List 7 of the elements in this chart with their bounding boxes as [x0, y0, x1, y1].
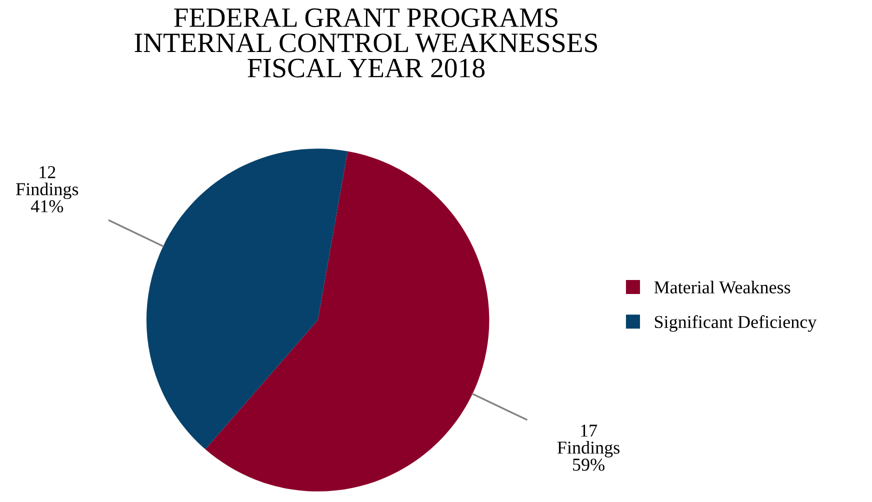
data-label: 12 Findings 41%	[16, 166, 78, 212]
chart-title: FEDERAL GRANT PROGRAMS INTERNAL CONTROL WEAKNESSES FISCAL YEAR 2018	[134, 8, 598, 78]
pie-slice	[146, 148, 348, 450]
legend-label: Significant Deficiency	[654, 315, 817, 332]
data-label: 17 Findings 59%	[557, 424, 620, 471]
legend-label: Material Weakness	[654, 280, 790, 294]
pie-slice	[205, 151, 490, 492]
